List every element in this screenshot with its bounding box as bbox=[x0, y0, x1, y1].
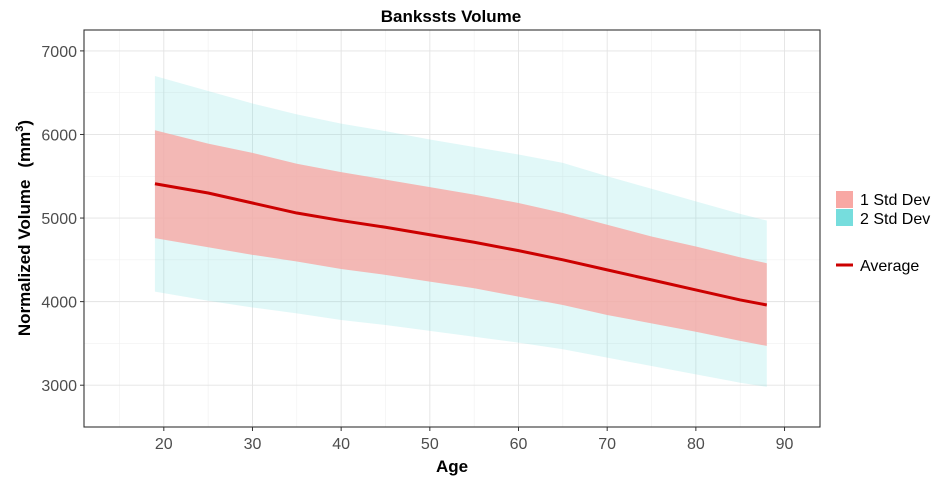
x-tick-label: 60 bbox=[510, 436, 528, 453]
chart-title: Bankssts Volume bbox=[381, 7, 521, 26]
legend-label-1-std-dev: 1 Std Dev bbox=[860, 192, 930, 209]
y-axis-title-text: Normalized Volume bbox=[15, 180, 34, 337]
x-tick-label: 40 bbox=[332, 436, 350, 453]
x-tick-label: 90 bbox=[776, 436, 794, 453]
y-axis-unit-base: mm bbox=[15, 132, 34, 162]
y-axis-unit-exponent: 3 bbox=[14, 126, 26, 132]
std-dev-bands bbox=[154, 75, 767, 387]
x-tick-label: 80 bbox=[687, 436, 705, 453]
x-axis-title: Age bbox=[436, 457, 468, 476]
average-line bbox=[154, 182, 768, 307]
y-tick-label: 4000 bbox=[41, 295, 77, 312]
legend-swatch-1-std-dev bbox=[836, 191, 853, 208]
y-tick-label: 3000 bbox=[41, 378, 77, 395]
legend-label-2-std-dev: 2 Std Dev bbox=[860, 211, 930, 228]
x-tick-label: 20 bbox=[155, 436, 173, 453]
x-tick-label: 30 bbox=[244, 436, 262, 453]
x-tick-label: 70 bbox=[598, 436, 616, 453]
x-tick-label: 50 bbox=[421, 436, 439, 453]
y-tick-label: 7000 bbox=[41, 44, 77, 61]
y-tick-label: 5000 bbox=[41, 211, 77, 228]
y-axis-unit-open: ( bbox=[15, 162, 34, 168]
y-axis-unit-close: ) bbox=[15, 120, 34, 126]
y-axis-ticks: 3000 4000 5000 6000 7000 bbox=[41, 44, 84, 395]
legend-label-average: Average bbox=[860, 258, 919, 275]
legend: 1 Std Dev 2 Std Dev Average bbox=[836, 191, 930, 275]
band-1-std-dev bbox=[154, 130, 767, 346]
x-axis-ticks: 20 30 40 50 60 70 80 90 bbox=[155, 427, 794, 453]
average-line-group bbox=[154, 182, 768, 307]
y-axis-title: Normalized Volume (mm3) bbox=[14, 120, 34, 336]
legend-swatch-2-std-dev bbox=[836, 209, 853, 226]
plot-border bbox=[83, 29, 821, 428]
y-tick-label: 6000 bbox=[41, 127, 77, 144]
